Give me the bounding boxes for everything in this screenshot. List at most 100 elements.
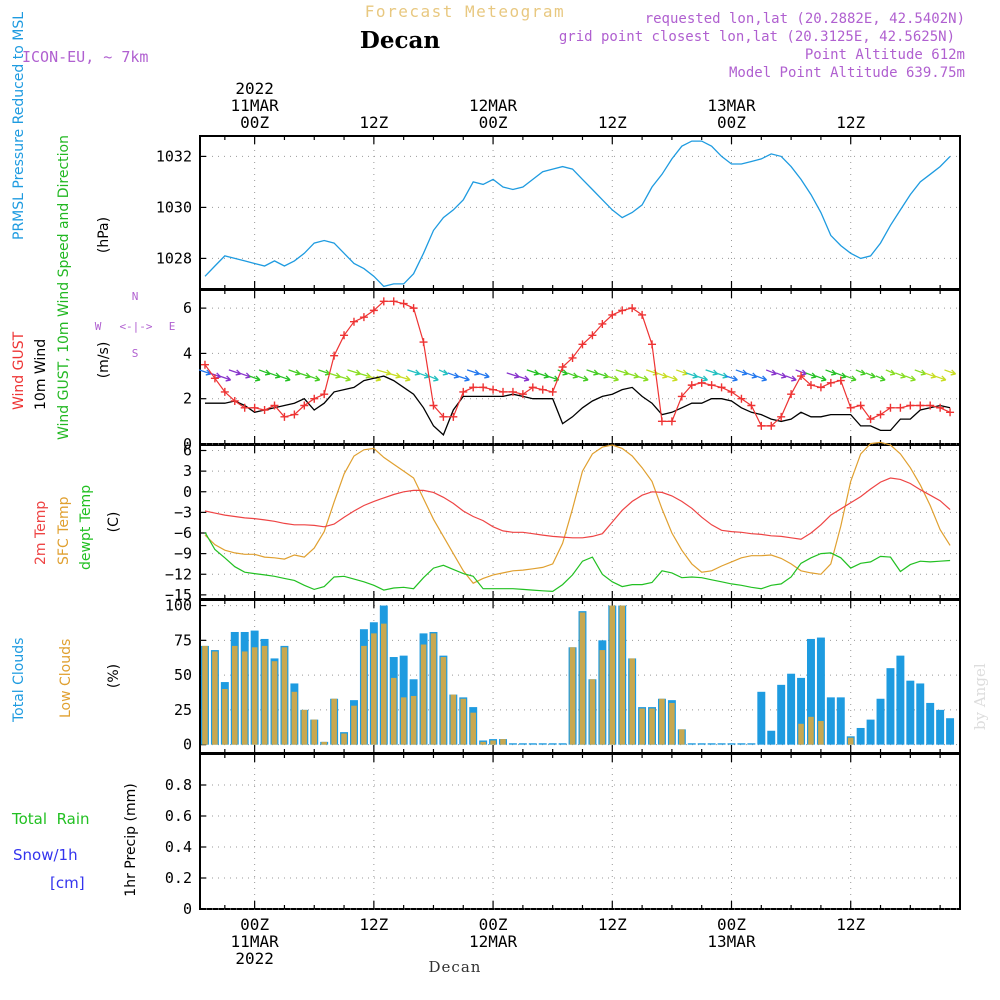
total-cloud-bar [528, 743, 537, 745]
wind-arrow [765, 369, 777, 376]
gust-marker [936, 403, 945, 412]
gust-marker [419, 338, 428, 347]
pressure-unit: (hPa) [96, 217, 112, 253]
bottom-time-label: 00Z [717, 915, 746, 934]
precip-axis-labels: Total Rain Snow/1h [cm] 1hr Precip (mm) [11, 783, 139, 896]
bottom-time-label: 00Z [240, 915, 269, 934]
wind-arrow [516, 375, 530, 382]
total-cloud-bar [946, 718, 955, 745]
gust-marker [727, 387, 736, 396]
low-cloud-bar [500, 739, 506, 745]
top-time-label: 12Z [359, 113, 388, 132]
y-tick-label: 25 [174, 701, 192, 719]
bottom-time-label: 11MAR [231, 932, 280, 951]
low-cloud-bar [321, 741, 327, 745]
total-cloud-bar [807, 638, 815, 745]
gust-marker [260, 406, 269, 415]
wind-arrow [567, 372, 579, 379]
y-tick-label: 1030 [156, 198, 192, 216]
snow-unit-label: [cm] [50, 874, 85, 892]
y-tick-label: 6 [183, 442, 192, 460]
total-rain-label: Total Rain [11, 810, 90, 828]
bottom-time-label: 12Z [359, 915, 388, 934]
y-tick-label: 0.8 [165, 776, 192, 794]
top-time-label: 12Z [598, 113, 627, 132]
top-time-label: 00Z [717, 113, 746, 132]
low-cloud-bar [231, 645, 238, 745]
gust-marker [528, 383, 537, 392]
gust-marker [707, 381, 716, 390]
gust-marker [310, 394, 319, 403]
low-cloud-bar [679, 729, 685, 745]
low-cloud-bar [291, 691, 298, 745]
wind-dir-label: Wind GUST, 10m Wind Speed and Direction [56, 135, 72, 440]
wind-arrow [656, 372, 668, 379]
gust-marker [777, 412, 786, 421]
gust-marker [906, 401, 915, 410]
gust-marker [657, 417, 666, 426]
total-cloud-bar [687, 743, 696, 745]
wind-arrow [447, 372, 460, 379]
gust-marker [270, 401, 279, 410]
low-cloud-bar [490, 740, 496, 745]
temperature-unit: (C) [106, 512, 122, 533]
gust-marker [389, 297, 398, 306]
wind-arrow [337, 375, 351, 382]
wind-arrow [944, 369, 957, 376]
wind-arrow [288, 369, 301, 376]
bottom-time-label: 2022 [235, 949, 274, 968]
prmsl-label: PRMSL Pressure Reduced to MSL [11, 12, 27, 240]
gust-marker [886, 403, 895, 412]
gust-marker [797, 372, 806, 381]
gust-marker [518, 390, 527, 399]
wind-arrow [825, 369, 837, 376]
total-cloud-bar [896, 655, 905, 745]
gust-marker [767, 421, 776, 430]
chart-subtitle: Forecast Meteogram [365, 2, 565, 21]
wind-arrow [815, 375, 827, 382]
gust-marker [240, 403, 249, 412]
gust-marker [300, 401, 309, 410]
low-cloud-bar [212, 651, 218, 745]
wind-arrow [356, 372, 372, 379]
wind-unit: (m/s) [96, 342, 112, 379]
gust-marker [816, 383, 825, 392]
low-cloud-bar [480, 741, 486, 745]
model-label: ICON-EU, ~ 7km [22, 48, 148, 66]
low-cloud-bar [341, 733, 347, 745]
top-time-label: 2022 [235, 79, 274, 98]
low-cloud-bar [331, 698, 337, 745]
wind-arrow [924, 372, 937, 379]
wind-arrow [238, 372, 251, 379]
low-cloud-bar [410, 695, 417, 745]
total-cloud-bar [777, 684, 786, 745]
clouds-unit: (%) [106, 664, 122, 688]
low-cloud-bar [798, 723, 804, 745]
temperature-panel-frame [199, 444, 961, 600]
y-tick-label: 0 [183, 435, 192, 453]
gust-marker [499, 387, 508, 396]
total-cloud-bar [916, 683, 925, 745]
gust-marker [846, 403, 855, 412]
snow-label: Snow/1h [13, 846, 78, 864]
temperature-y-ticks: −15 −12 −9 −6 −3 0 3 6 [165, 442, 206, 604]
total-cloud-bar [876, 698, 885, 745]
y-tick-label: 0.6 [165, 807, 192, 825]
clouds-y-ticks: 0 25 50 75 100 [165, 597, 206, 754]
wind-gust-markers [200, 297, 955, 430]
compass-west: W [95, 320, 102, 333]
low-cloud-bar [202, 645, 208, 745]
gust-marker [618, 306, 627, 315]
gust-marker [568, 353, 577, 362]
cloud-bars [200, 605, 955, 745]
gust-marker [588, 331, 597, 340]
bottom-time-label: 12Z [598, 915, 627, 934]
low-cloud-bar [569, 647, 576, 745]
gust-marker [826, 378, 835, 387]
wind-arrow [865, 372, 876, 379]
gust-marker [469, 383, 478, 392]
dewpt-label: dewpt Temp [78, 485, 94, 570]
low-cloud-bar [281, 647, 288, 745]
low-cloud-bar [619, 605, 626, 745]
